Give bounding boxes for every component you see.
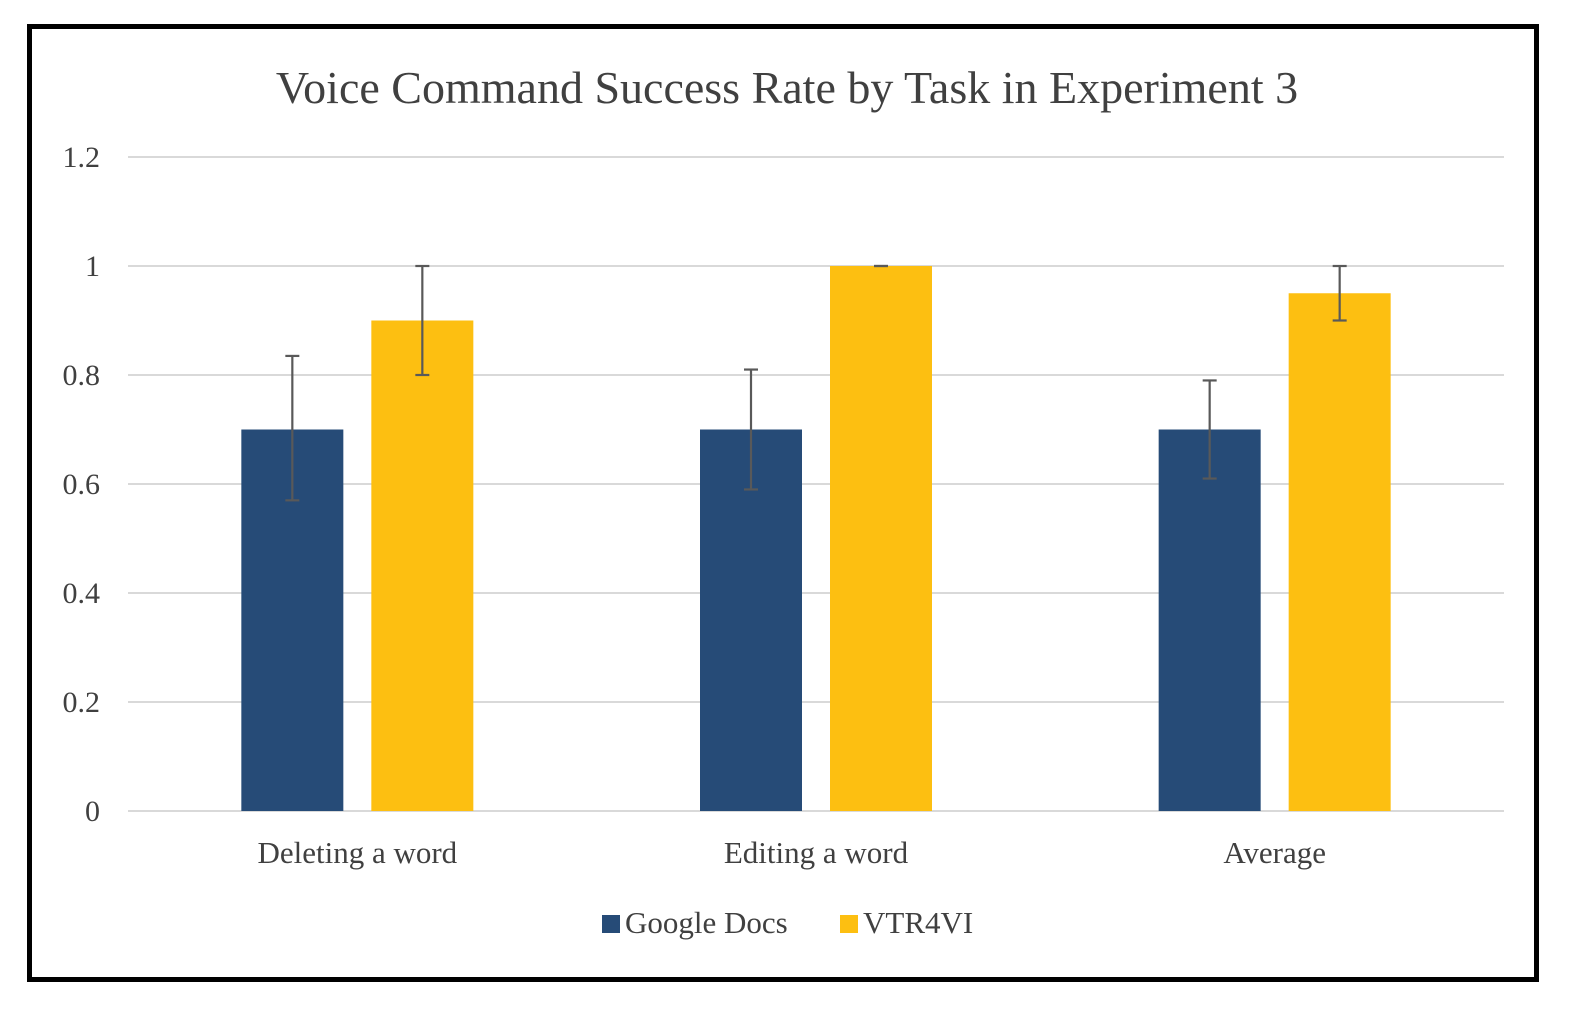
y-tick-label: 0.2: [63, 686, 101, 719]
y-tick-label: 1.2: [63, 141, 101, 174]
legend-swatch: [602, 915, 620, 933]
chart-frame: Voice Command Success Rate by Task in Ex…: [27, 24, 1539, 982]
bar-google-docs: [700, 429, 802, 811]
bar-vtr4vi: [371, 320, 474, 811]
x-category-label: Deleting a word: [257, 835, 457, 870]
legend-label: VTR4VI: [863, 905, 973, 940]
y-tick-label: 1: [85, 250, 100, 283]
legend-label: Google Docs: [625, 905, 788, 940]
y-tick-label: 0: [85, 795, 100, 828]
legend-item: VTR4VI: [840, 905, 973, 940]
y-axis-ticks: 0 0.2 0.4 0.6 0.8 1 1.2: [63, 141, 101, 828]
y-tick-label: 0.8: [63, 359, 101, 392]
bar-chart: Voice Command Success Rate by Task in Ex…: [63, 62, 1504, 940]
bar-vtr4vi: [1288, 293, 1391, 811]
y-tick-label: 0.4: [63, 577, 101, 610]
legend-item: Google Docs: [602, 905, 788, 940]
x-category-label: Editing a word: [724, 835, 909, 870]
y-tick-label: 0.6: [63, 468, 101, 501]
chart-title: Voice Command Success Rate by Task in Ex…: [276, 62, 1298, 113]
error-bar: [744, 368, 758, 491]
legend-swatch: [840, 915, 858, 933]
error-bar: [1332, 264, 1347, 322]
error-bar: [285, 354, 300, 502]
legend: Google Docs VTR4VI: [602, 905, 973, 940]
x-category-label: Average: [1223, 835, 1326, 870]
error-bars: [285, 264, 1347, 502]
gridlines: [128, 156, 1504, 812]
error-bar: [415, 264, 430, 377]
bar-google-docs: [1158, 429, 1261, 811]
error-bar: [1202, 379, 1217, 480]
bar-vtr4vi: [830, 266, 932, 811]
x-axis-categories: Deleting a word Editing a word Average: [257, 835, 1326, 870]
bars: [241, 266, 1391, 811]
